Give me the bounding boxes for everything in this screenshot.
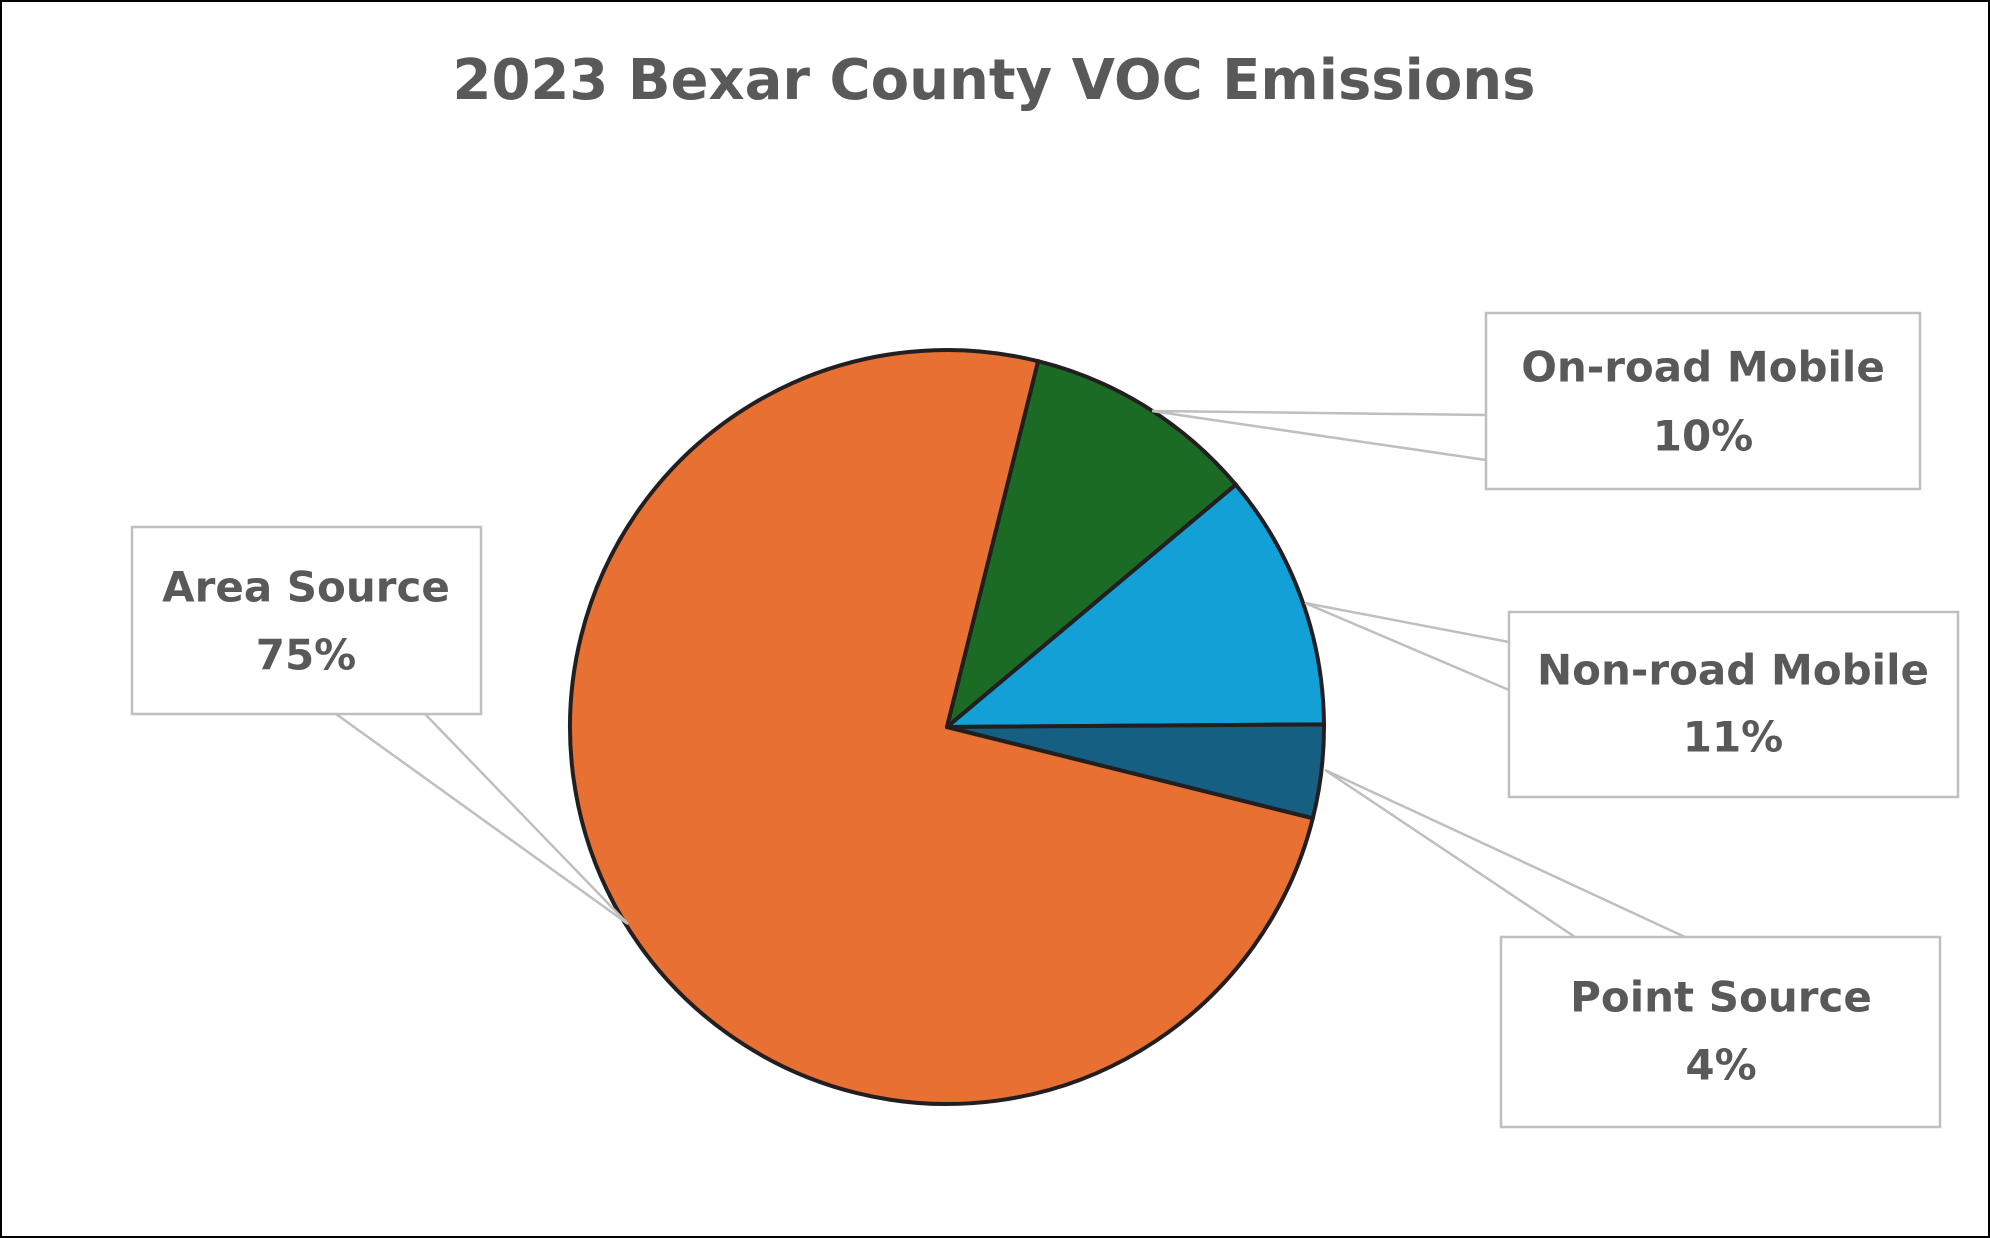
leader-line <box>1151 409 1487 462</box>
category-label: Area Source <box>162 563 450 612</box>
label-box <box>130 525 483 716</box>
category-label: Non-road Mobile <box>1537 646 1929 695</box>
leader-line <box>335 712 629 926</box>
value-label: 10% <box>1653 412 1754 461</box>
value-label: 11% <box>1683 713 1784 762</box>
pie-slice <box>945 482 1326 729</box>
callouts <box>130 311 1960 1129</box>
pie <box>568 348 1326 1107</box>
leader-line <box>1304 601 1510 692</box>
label-box <box>1499 935 1942 1129</box>
leader-line <box>1324 768 1686 939</box>
label-box <box>1484 311 1922 491</box>
category-label: On-road Mobile <box>1521 343 1885 392</box>
value-label: 75% <box>256 631 357 680</box>
pie-slice <box>945 722 1326 821</box>
chart-title: 2023 Bexar County VOC Emissions <box>452 48 1535 113</box>
value-label: 4% <box>1685 1041 1756 1090</box>
pie-slice <box>945 359 1238 729</box>
category-label: Point Source <box>1570 973 1872 1022</box>
label-box <box>1507 610 1960 799</box>
